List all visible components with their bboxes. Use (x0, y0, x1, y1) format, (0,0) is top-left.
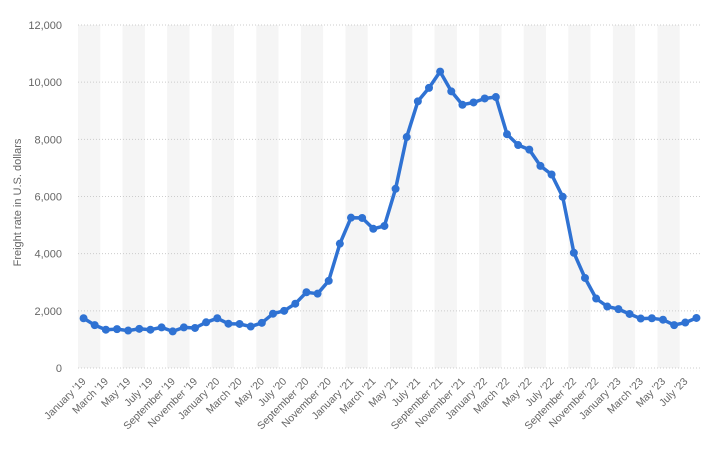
data-point (592, 294, 601, 303)
data-point (358, 213, 367, 222)
data-point (636, 314, 645, 323)
background-band (479, 25, 502, 368)
background-band (167, 25, 190, 368)
background-band (390, 25, 413, 368)
data-point (447, 87, 456, 96)
background-band (122, 25, 145, 368)
data-point (302, 288, 311, 297)
data-point (191, 323, 199, 332)
y-axis-ticks: 0 2,000 4,000 6,000 8,000 10,000 12,000 (28, 20, 62, 375)
background-band (78, 25, 101, 368)
data-point (335, 239, 344, 248)
y-axis-title: Freight rate in U.S. dollars (12, 138, 24, 266)
data-point (224, 319, 233, 328)
data-point (157, 323, 166, 332)
data-point (280, 306, 289, 315)
data-point (458, 100, 467, 109)
data-point (659, 315, 667, 324)
data-point (681, 318, 690, 327)
data-point (90, 321, 99, 330)
y-tick-label: 2,000 (34, 306, 62, 318)
gridlines (78, 24, 702, 369)
data-point (369, 224, 378, 233)
series-points (79, 67, 701, 336)
data-point (670, 321, 679, 330)
data-point (614, 305, 623, 314)
data-point (235, 319, 244, 328)
data-point (380, 221, 389, 230)
data-point (413, 97, 422, 106)
data-point (269, 309, 277, 318)
data-point (146, 325, 155, 334)
data-point (491, 93, 500, 102)
data-point (525, 145, 534, 154)
data-point (480, 94, 489, 103)
data-point (313, 289, 322, 298)
data-point (79, 314, 88, 323)
data-point (135, 324, 144, 333)
data-point (581, 273, 589, 282)
data-point (692, 313, 701, 322)
y-tick-label: 6,000 (34, 192, 62, 204)
data-point (347, 213, 355, 222)
data-point (246, 322, 255, 331)
data-point (124, 326, 133, 335)
y-tick-label: 10,000 (28, 77, 62, 89)
data-point (257, 318, 266, 327)
y-tick-label: 0 (56, 363, 62, 375)
data-point (569, 248, 578, 257)
data-point (213, 314, 222, 323)
data-point (168, 327, 177, 336)
background-band (345, 25, 368, 368)
data-point (291, 299, 300, 308)
data-point (603, 302, 612, 311)
background-band (434, 25, 457, 368)
data-point (202, 318, 211, 327)
data-point (101, 325, 110, 334)
data-point (324, 276, 333, 285)
data-point (536, 161, 545, 170)
data-point (647, 314, 656, 323)
data-point (625, 309, 634, 318)
data-point (391, 184, 400, 193)
data-point (113, 325, 121, 334)
data-point (503, 130, 511, 139)
data-point (402, 133, 411, 142)
data-point (514, 141, 523, 150)
data-point (469, 98, 478, 107)
data-point (436, 67, 445, 76)
background-band (657, 25, 680, 368)
y-tick-label: 8,000 (34, 134, 62, 146)
data-point (547, 170, 556, 179)
data-point (425, 83, 433, 92)
y-tick-label: 4,000 (34, 249, 62, 261)
data-point (558, 192, 567, 201)
data-point (179, 323, 188, 332)
y-tick-label: 12,000 (28, 20, 62, 32)
